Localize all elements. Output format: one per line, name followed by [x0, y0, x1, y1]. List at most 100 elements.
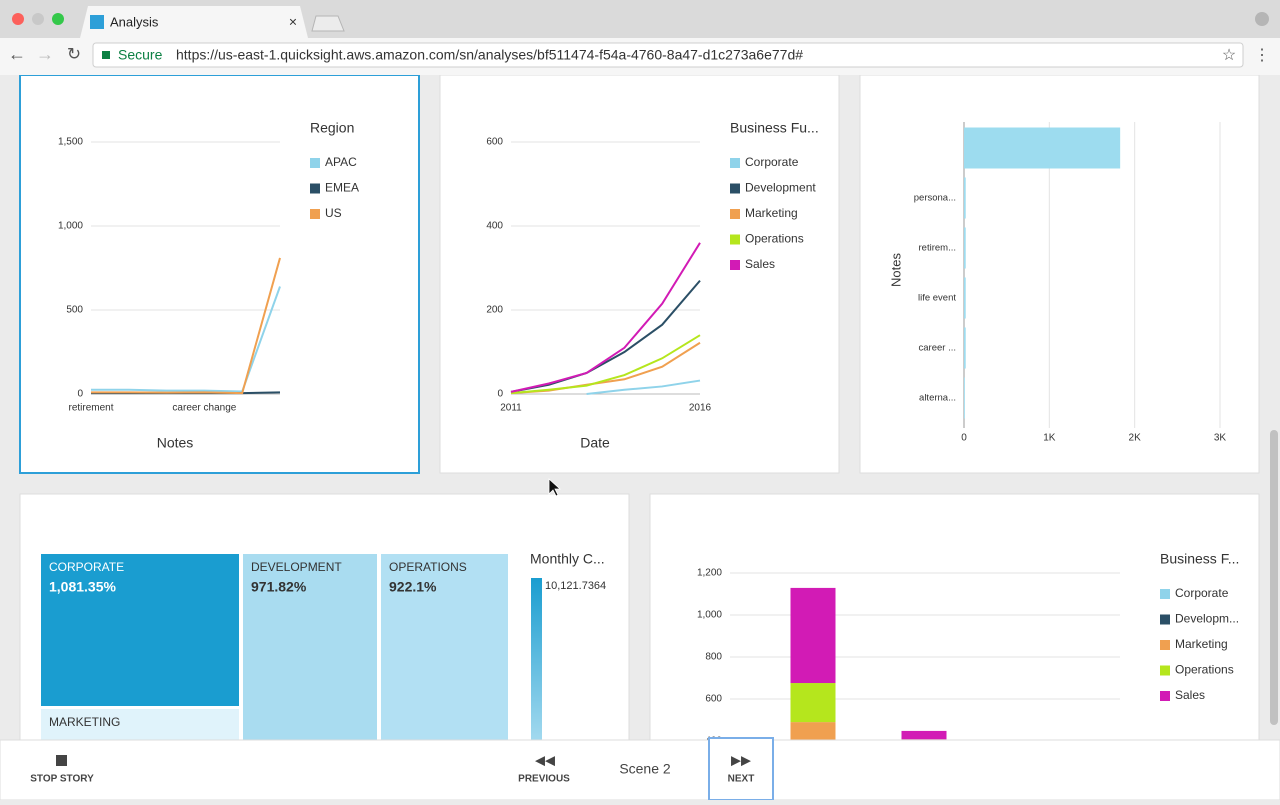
scene-label: Scene 2 [619, 761, 671, 777]
legend-swatch [310, 158, 320, 168]
y-tick-label: life event [918, 293, 956, 304]
legend-label: Corporate [745, 155, 799, 169]
visual-panel: 0 500 1,000 1,500 retirement career change Not… [19, 75, 420, 474]
bar-segment [901, 730, 947, 740]
url: https://us-east-1.quicksight.aws.amazon.… [176, 47, 803, 63]
legend-label: Sales [745, 257, 775, 271]
y-tick-label: persona... [914, 193, 956, 204]
x-tick-label: 3K [1214, 433, 1227, 444]
tile-value: 971.82% [251, 579, 307, 595]
legend-swatch [730, 260, 740, 270]
color-scale-label: 10,121.7364 [545, 580, 606, 592]
next-icon[interactable]: ▶▶ [731, 752, 751, 767]
panel-background [439, 75, 840, 474]
secure-label: Secure [118, 47, 163, 63]
y-tick-label: 500 [66, 305, 83, 316]
y-tick-label: 1,000 [697, 610, 722, 621]
tab-title: Analysis [110, 14, 159, 29]
bar [964, 227, 966, 269]
y-tick-label: 1,000 [58, 221, 83, 232]
tile-value: 1,081.35% [49, 579, 116, 595]
legend-swatch [310, 209, 320, 219]
legend-swatch [1160, 640, 1170, 650]
series-line [91, 257, 281, 395]
reload-button[interactable]: ↻ [67, 44, 81, 63]
tab-close[interactable]: × [289, 14, 297, 30]
mouse-cursor [548, 478, 562, 497]
panel-background [19, 75, 420, 474]
series-line [510, 242, 701, 393]
treemap-tile [243, 554, 377, 740]
y-tick-label: 1,500 [58, 137, 83, 148]
series-line [586, 379, 701, 395]
legend-label: US [325, 206, 342, 220]
address-bar[interactable] [92, 42, 1244, 68]
legend-label: EMEA [325, 181, 359, 195]
zoom-button[interactable] [52, 13, 64, 25]
y-tick-label: retirem... [919, 243, 956, 254]
legend-label: Corporate [1175, 586, 1229, 600]
x-tick-label: retirement [68, 403, 113, 414]
y-axis-title: Notes [888, 253, 903, 287]
bar [964, 127, 1121, 169]
tile-label: DEVELOPMENT [251, 560, 342, 574]
legend-swatch [1160, 691, 1170, 701]
profile-icon[interactable] [1255, 12, 1269, 26]
legend-swatch [730, 209, 740, 219]
y-tick-label: alterna... [919, 393, 956, 404]
bookmark-star[interactable]: ☆ [1222, 47, 1236, 64]
legend-swatch [730, 234, 740, 245]
stop-icon[interactable] [56, 755, 67, 766]
y-tick-label: 600 [705, 694, 722, 705]
previous-icon[interactable]: ◀◀ [535, 752, 555, 767]
legend-title: Region [310, 120, 354, 136]
tab[interactable] [80, 6, 308, 38]
scrollbar[interactable] [1270, 430, 1278, 725]
y-tick-label: career ... [919, 343, 957, 354]
color-scale [531, 578, 542, 740]
legend-swatch [310, 183, 320, 194]
back-button[interactable]: ← [8, 44, 26, 64]
treemap-tile [381, 554, 508, 740]
legend-swatch [730, 158, 740, 168]
minimize-button[interactable] [32, 13, 44, 25]
legend-swatch [1160, 614, 1170, 625]
menu-button[interactable]: ⋮ [1254, 47, 1270, 64]
previous-button[interactable]: PREVIOUS [518, 774, 570, 785]
lock-icon [102, 51, 110, 59]
x-tick-label: 2011 [500, 403, 522, 414]
analysis-content: 0 500 1,000 1,500 retirement career change Not… [19, 75, 1260, 740]
story-footer [0, 739, 1280, 801]
new-tab[interactable] [311, 15, 345, 32]
bar-segment [790, 683, 836, 723]
y-tick-label: 400 [486, 221, 503, 232]
close-button[interactable] [12, 13, 24, 25]
legend-label: Developm... [1175, 612, 1239, 626]
x-tick-label: 1K [1043, 433, 1056, 444]
legend-label: Sales [1175, 688, 1205, 702]
y-tick-label: 1,200 [697, 568, 722, 579]
tile-label: CORPORATE [49, 560, 124, 574]
y-tick-label: 200 [486, 305, 503, 316]
forward-button[interactable]: → [36, 44, 54, 64]
y-tick-label: 600 [486, 137, 503, 148]
legend-title: Business F... [1160, 551, 1239, 567]
legend-swatch [730, 183, 740, 194]
next-button[interactable]: NEXT [728, 774, 755, 785]
y-tick-label: 800 [705, 652, 722, 663]
legend-label: Operations [745, 232, 804, 246]
bar [964, 177, 966, 219]
legend-swatch [1160, 665, 1170, 676]
x-axis-title: Notes [157, 435, 194, 451]
tile-label: OPERATIONS [389, 560, 467, 574]
legend-label: Development [745, 181, 816, 195]
series-line [510, 334, 701, 395]
stop-story[interactable]: STOP STORY [30, 774, 94, 785]
bar [964, 377, 965, 419]
bar-segment [790, 722, 836, 740]
visual-panel: CORPORATE 1,081.35% DEVELOPMENT 971.82% OPER… [19, 493, 630, 740]
next-highlight[interactable] [708, 737, 774, 801]
legend-label: Operations [1175, 663, 1234, 677]
